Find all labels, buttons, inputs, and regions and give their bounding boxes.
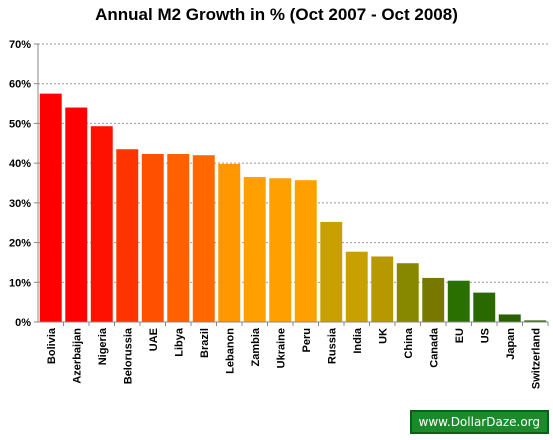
bar-belorussia <box>116 149 139 322</box>
y-tick-label: 50% <box>9 118 31 130</box>
x-tick-label: Ukraine <box>275 328 287 368</box>
bar-russia <box>320 221 343 322</box>
x-tick-label: Brazil <box>199 328 211 358</box>
x-tick-label: UK <box>377 328 389 344</box>
y-axis-ticks: 0% 10% 20% 30% 40% 50% 60% 70% <box>9 39 38 329</box>
bar-lebanon <box>218 163 241 322</box>
bar-ukraine <box>269 178 292 322</box>
bar-canada <box>422 277 445 322</box>
bar-zambia <box>243 177 266 322</box>
x-tick-label: Zambia <box>250 327 262 366</box>
bars <box>39 93 547 323</box>
x-tick-label: Bolivia <box>46 327 58 364</box>
bar-libya <box>167 154 190 322</box>
y-tick-label: 30% <box>9 198 31 210</box>
bar-uk <box>371 256 394 322</box>
y-tick-label: 10% <box>9 277 31 289</box>
bar-switzerland <box>524 320 547 322</box>
gridlines <box>38 43 548 283</box>
bar-india <box>345 251 368 322</box>
y-tick-label: 0% <box>15 317 31 329</box>
x-tick-label: Azerbaijan <box>71 328 83 384</box>
x-tick-label: India <box>352 327 364 354</box>
bar-nigeria <box>90 126 113 322</box>
bar-us <box>473 292 496 322</box>
x-tick-label: Libya <box>173 327 185 357</box>
x-tick-label: Belorussia <box>122 327 134 384</box>
x-tick-label: Lebanon <box>224 328 236 374</box>
bar-brazil <box>192 155 215 322</box>
x-tick-label: Japan <box>505 328 517 360</box>
y-tick-label: 40% <box>9 158 31 170</box>
chart-title: Annual M2 Growth in % (Oct 2007 - Oct 20… <box>95 5 458 24</box>
x-tick-label: US <box>479 328 491 343</box>
x-tick-label: EU <box>454 328 466 343</box>
x-axis-labels: Bolivia Azerbaijan Nigeria Belorussia UAE Lib… <box>46 322 549 389</box>
x-tick-label: UAE <box>148 328 160 351</box>
x-tick-label: Nigeria <box>97 327 109 365</box>
y-tick-label: 60% <box>9 79 31 91</box>
bar-bolivia <box>39 93 62 323</box>
bar-eu <box>447 280 470 322</box>
bar-peru <box>294 180 317 322</box>
bar-china <box>396 263 419 322</box>
y-tick-label: 70% <box>9 39 31 51</box>
bar-japan <box>498 314 521 322</box>
x-tick-label: Canada <box>428 327 440 368</box>
y-tick-label: 20% <box>9 238 31 250</box>
bar-uae <box>141 154 164 322</box>
x-tick-label: Russia <box>326 327 338 364</box>
bar-azerbaijan <box>65 107 88 323</box>
x-tick-label: Peru <box>301 328 313 352</box>
x-tick-label: China <box>403 327 415 358</box>
x-tick-label: Switzerland <box>530 328 542 389</box>
watermark-badge: www.DollarDaze.org <box>409 410 549 434</box>
